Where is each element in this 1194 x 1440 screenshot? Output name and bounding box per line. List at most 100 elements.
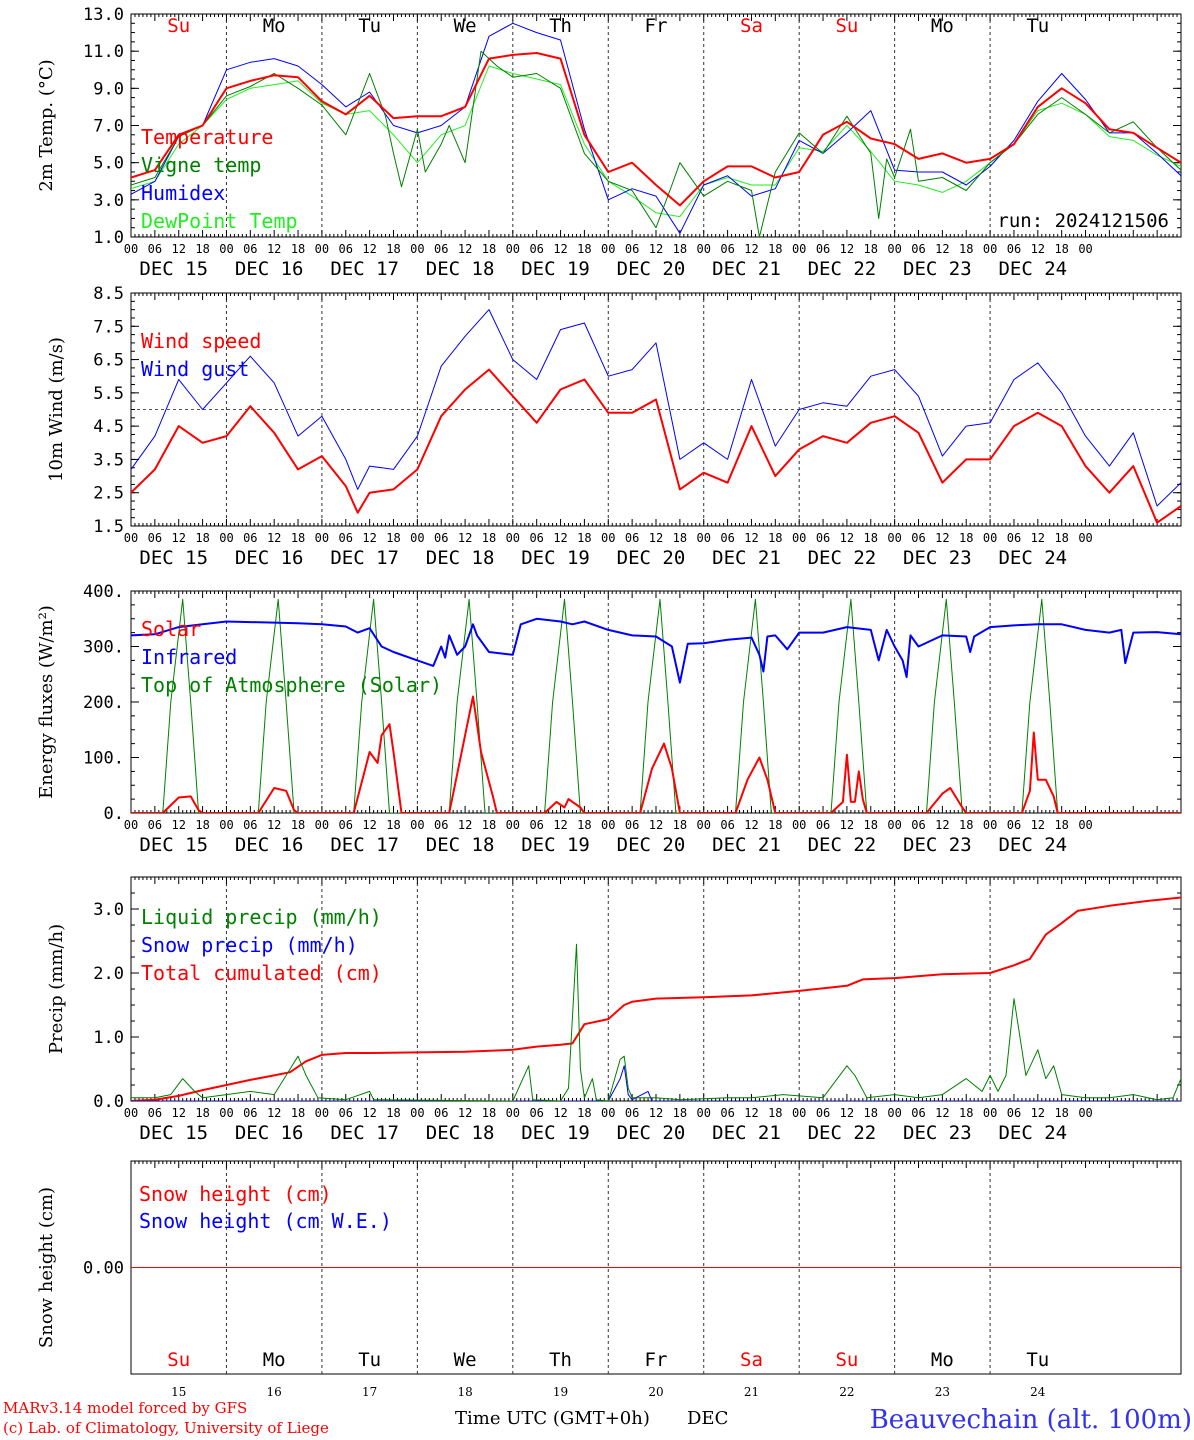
day-number-label: 24 [1030, 1385, 1046, 1399]
x-hour-label: 12 [840, 1106, 854, 1120]
x-hour-label: 18 [482, 242, 496, 256]
x-hour-label: 00 [219, 531, 233, 545]
x-hour-label: 06 [816, 1106, 830, 1120]
y-tick-label: 2.0 [93, 964, 124, 984]
x-date-label: DEC 22 [808, 1122, 877, 1144]
y-tick-label: 8.5 [93, 284, 124, 304]
y-axis-label: Precip (mm/h) [46, 924, 67, 1054]
x-date-label: DEC 21 [712, 834, 781, 856]
legend-entry: DewPoint Temp [141, 209, 298, 233]
x-hour-label: 18 [195, 531, 209, 545]
day-name-label: Tu [1026, 1349, 1049, 1371]
x-hour-label: 18 [959, 531, 973, 545]
x-hour-label: 00 [410, 242, 424, 256]
x-hour-label: 18 [959, 818, 973, 832]
x-hour-label: 00 [410, 531, 424, 545]
x-date-label: DEC 22 [808, 834, 877, 856]
x-date-label: DEC 18 [426, 1122, 495, 1144]
x-hour-label: 18 [482, 531, 496, 545]
day-name-label: Th [549, 15, 572, 37]
x-hour-label: 06 [434, 1106, 448, 1120]
x-hour-label: 06 [816, 531, 830, 545]
x-hour-label: 18 [959, 242, 973, 256]
x-hour-label: 18 [291, 242, 305, 256]
x-hour-label: 00 [506, 1106, 520, 1120]
chart-panels: 1.0 3.0 5.0 7.0 9.0 11.0 13.0 2m Temp. (°C) 00 06… [36, 5, 1182, 1399]
day-name-label: Tu [358, 1349, 381, 1371]
x-hour-label: 12 [935, 1106, 949, 1120]
legend-entry: Wind gust [141, 357, 249, 381]
day-number-label: 18 [457, 1385, 472, 1399]
x-date-label: DEC 17 [330, 1122, 399, 1144]
day-number-label: 15 [171, 1385, 186, 1399]
x-date-label: DEC 20 [617, 547, 686, 569]
day-name-label: Fr [645, 1349, 668, 1371]
x-hour-label: 00 [887, 242, 901, 256]
x-hour-label: 18 [386, 1106, 400, 1120]
legend-entry: Infrared [141, 645, 237, 669]
x-date-label: DEC 21 [712, 258, 781, 280]
series-line-total-cumulated-cm [131, 896, 1181, 1101]
y-tick-label: 1.0 [93, 228, 124, 248]
credit-line-1: MARv3.14 model forced by GFS [3, 1399, 247, 1417]
x-date-label: DEC 15 [139, 1122, 208, 1144]
day-name-label: Su [167, 1349, 190, 1371]
y-axis-label: Energy fluxes (W/m²) [36, 605, 57, 799]
x-hour-label: 18 [768, 1106, 782, 1120]
day-name-label: Tu [1026, 15, 1049, 37]
x-hour-label: 00 [887, 531, 901, 545]
series-line-vigne-temp [131, 50, 1181, 237]
x-hour-label: 00 [792, 1106, 806, 1120]
x-hour-label: 12 [362, 531, 376, 545]
x-hour-label: 00 [697, 242, 711, 256]
legend-entry: Liquid precip (mm/h) [141, 905, 382, 929]
x-hour-label: 06 [1007, 242, 1021, 256]
x-date-label: DEC 19 [521, 1122, 590, 1144]
legend-entry: Total cumulated (cm) [141, 961, 382, 985]
x-date-label: DEC 17 [330, 834, 399, 856]
y-tick-label: 4.5 [93, 417, 124, 437]
x-hour-label: 06 [339, 1106, 353, 1120]
x-date-label: DEC 22 [808, 547, 877, 569]
x-hour-label: 12 [649, 242, 663, 256]
x-date-label: DEC 16 [235, 547, 304, 569]
x-hour-label: 06 [148, 242, 162, 256]
day-name-label: Su [167, 15, 190, 37]
y-tick-label: 7.5 [93, 317, 124, 337]
x-hour-label: 12 [649, 818, 663, 832]
x-hour-label: 12 [172, 1106, 186, 1120]
x-hour-label: 18 [195, 1106, 209, 1120]
x-hour-label: 18 [673, 818, 687, 832]
x-hour-label: 18 [673, 531, 687, 545]
x-hour-label: 06 [243, 1106, 257, 1120]
x-date-label: DEC 16 [235, 258, 304, 280]
y-tick-label: 400. [83, 582, 124, 602]
day-number-label: 22 [839, 1385, 854, 1399]
day-name-label: Sa [740, 1349, 763, 1371]
y-tick-label: 13.0 [83, 5, 124, 25]
x-hour-label: 18 [768, 818, 782, 832]
x-hour-label: 18 [1054, 531, 1068, 545]
day-number-label: 16 [267, 1385, 282, 1399]
x-hour-label: 06 [148, 1106, 162, 1120]
y-tick-label: 100. [83, 749, 124, 769]
x-hour-label: 18 [482, 818, 496, 832]
x-hour-label: 00 [315, 242, 329, 256]
x-hour-label: 12 [649, 1106, 663, 1120]
x-hour-label: 18 [195, 818, 209, 832]
day-number-label: 20 [648, 1385, 663, 1399]
x-hour-label: 12 [840, 242, 854, 256]
series-group [131, 309, 1181, 524]
series-line-wind-gust [131, 309, 1181, 507]
x-hour-label: 12 [649, 531, 663, 545]
x-hour-label: 12 [840, 818, 854, 832]
x-hour-label: 06 [1007, 1106, 1021, 1120]
x-hour-label: 12 [362, 242, 376, 256]
x-date-label: DEC 21 [712, 1122, 781, 1144]
x-hour-label: 18 [768, 531, 782, 545]
x-hour-label: 00 [983, 242, 997, 256]
legend-entry: Vigne temp [141, 153, 261, 177]
x-axis-title: Time UTC (GMT+0h) [455, 1408, 650, 1429]
x-hour-label: 00 [983, 531, 997, 545]
